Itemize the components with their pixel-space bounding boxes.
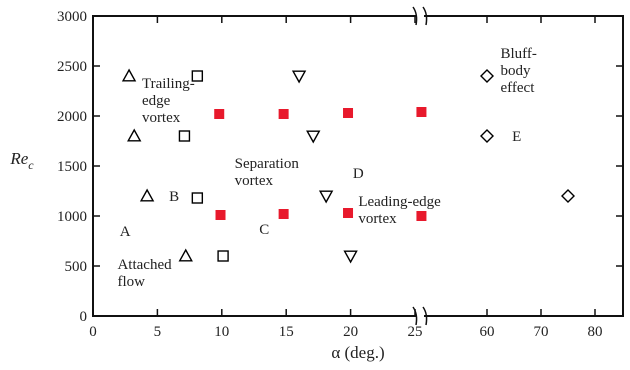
annotation-line: body: [501, 63, 532, 79]
y-tick-label: 1500: [57, 159, 87, 175]
x-tick-label: 20: [343, 324, 358, 340]
diamond-point: [480, 129, 494, 143]
red-square-point: [278, 209, 289, 219]
red-square-point: [416, 107, 427, 117]
annotation-line: edge: [142, 93, 171, 109]
annotation-line: Leading-edge: [358, 194, 441, 210]
axis-break-gap: [416, 6, 424, 26]
y-tick-label: 500: [65, 259, 88, 275]
y-tick-label: 3000: [57, 9, 87, 25]
red-square-point: [343, 208, 354, 218]
open-square-point: [178, 130, 191, 142]
axis-break-mark: [412, 6, 418, 26]
triangle-up-point: [139, 188, 155, 202]
axis-break-gap: [416, 306, 424, 326]
region-label: D: [353, 166, 364, 182]
x-tick-label: 5: [154, 324, 162, 340]
x-tick-label: 80: [588, 324, 603, 340]
marks-layer: [121, 68, 575, 264]
x-tick-label: 15: [279, 324, 294, 340]
annotation-line: flow: [117, 274, 145, 290]
open-square-point: [191, 192, 204, 204]
x-tick-label: 70: [534, 324, 549, 340]
y-tick-label: 0: [80, 309, 88, 325]
annotation-line: vortex: [358, 211, 397, 227]
region-annotation: Separation vortex: [235, 156, 300, 189]
region-annotation: Bluff-body effect: [501, 46, 537, 96]
annotation-line: vortex: [142, 110, 181, 126]
x-tick-label: 25: [408, 324, 423, 340]
annotation-line: Bluff-: [501, 46, 537, 62]
triangle-up-point: [127, 128, 142, 142]
axis-break-mark: [422, 6, 428, 26]
axes-layer: 0 500 1000 1500 2000 2500 3000 0 5 10 15 20 25 60 70 80…: [57, 6, 624, 340]
open-square-point: [191, 70, 204, 82]
triangle-up-point: [178, 248, 193, 262]
triangle-down-point: [318, 190, 334, 204]
region-annotation: Leading-edge vortex: [358, 194, 441, 227]
annotation-line: Attached: [117, 257, 172, 273]
y-tick-label: 1000: [57, 209, 87, 225]
region-annotation: Trailing-edge vortex: [142, 76, 195, 126]
diamond-point: [480, 69, 494, 83]
region-label: C: [259, 222, 269, 238]
x-tick-label: 0: [89, 324, 97, 340]
diamond-point: [561, 189, 575, 203]
region-label: A: [120, 224, 131, 240]
annotation-line: effect: [501, 80, 536, 96]
triangle-down-point: [343, 250, 358, 264]
triangle-up-point: [121, 68, 137, 82]
x-tick-label: 60: [480, 324, 495, 340]
annotation-line: vortex: [235, 173, 274, 189]
red-square-point: [215, 210, 226, 220]
y-tick-label: 2000: [57, 109, 87, 125]
red-square-point: [214, 109, 225, 119]
region-annotation: Attached flow: [117, 257, 172, 290]
annotation-line: Separation: [235, 156, 300, 172]
annotation-line: Trailing-: [142, 76, 195, 92]
x-axis-label: α (deg.): [331, 343, 384, 362]
region-label: E: [512, 129, 521, 145]
axis-break-mark: [422, 306, 428, 326]
triangle-down-point: [291, 70, 307, 84]
y-tick-label: 2500: [57, 59, 87, 75]
triangle-down-point: [306, 130, 321, 144]
y-axis-label: Rec: [9, 149, 34, 172]
x-tick-label: 10: [214, 324, 229, 340]
red-square-point: [343, 108, 354, 118]
open-square-point: [217, 250, 229, 262]
region-label: B: [169, 189, 179, 205]
axis-break-mark: [412, 306, 418, 326]
red-square-point: [278, 109, 289, 119]
red-square-point: [416, 211, 427, 221]
